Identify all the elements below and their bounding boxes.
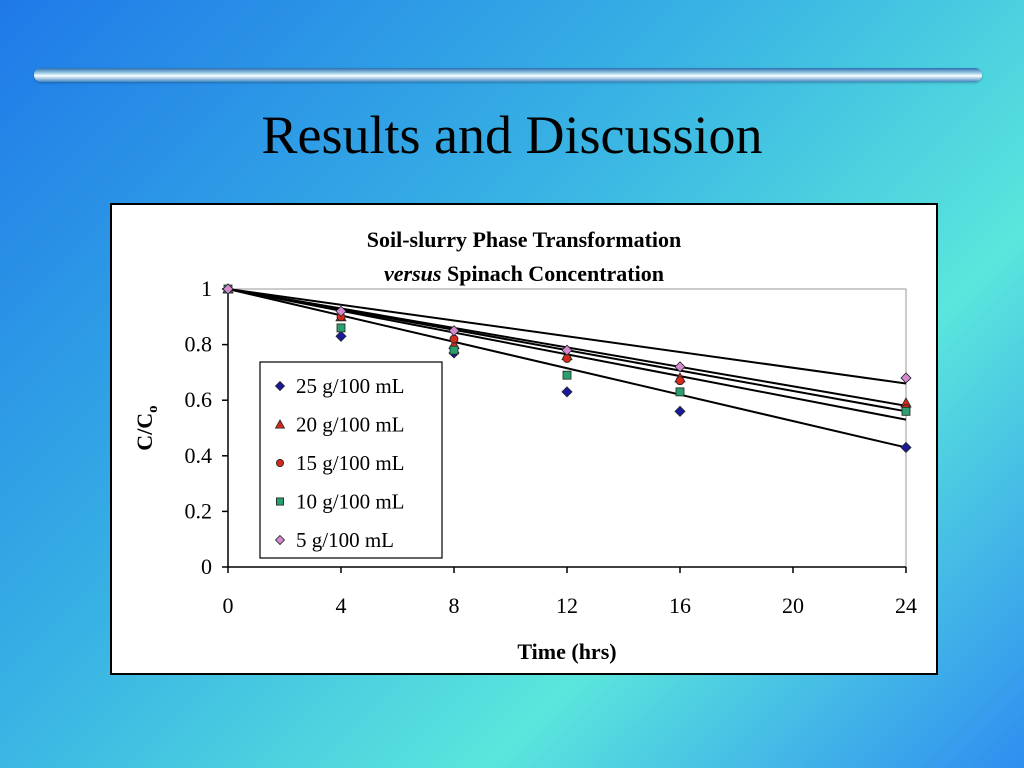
data-point xyxy=(675,376,685,386)
y-tick-label: 0.4 xyxy=(185,443,213,468)
legend-marker xyxy=(274,380,286,392)
data-point xyxy=(675,387,685,397)
legend-box xyxy=(259,361,443,559)
data-point xyxy=(335,330,347,342)
y-tick-label: 1 xyxy=(201,276,212,301)
data-point xyxy=(561,386,573,398)
data-point xyxy=(448,325,460,337)
x-axis-label: Time (hrs) xyxy=(517,639,616,664)
data-point xyxy=(674,405,686,417)
legend-marker xyxy=(274,534,286,546)
x-tick-label: 24 xyxy=(895,593,917,618)
title-rule-bar xyxy=(34,68,982,82)
data-point xyxy=(222,283,234,295)
chart-title-italic: versus xyxy=(384,261,442,286)
legend-label: 25 g/100 mL xyxy=(296,374,405,398)
data-point xyxy=(561,344,573,356)
legend-label: 20 g/100 mL xyxy=(296,413,405,437)
y-tick-label: 0.8 xyxy=(185,332,213,357)
legend-label: 5 g/100 mL xyxy=(296,528,394,552)
x-tick-label: 20 xyxy=(782,593,804,618)
data-point xyxy=(901,406,911,416)
data-point xyxy=(335,305,347,317)
data-point xyxy=(562,370,572,380)
scatter-plot: 0 0.2 0.4 0.6 0.8 1 0 4 8 12 16 20 24 Time (hrs) C/Co 2… xyxy=(132,276,917,664)
y-tick-label: 0 xyxy=(201,554,212,579)
data-point xyxy=(900,372,912,384)
x-tick-label: 12 xyxy=(556,593,578,618)
x-tick-label: 8 xyxy=(449,593,460,618)
chart-panel: Soil-slurry Phase Transformation versus … xyxy=(110,203,938,675)
data-point xyxy=(900,441,912,454)
y-tick-label: 0.6 xyxy=(185,387,213,412)
data-point xyxy=(674,361,686,373)
legend-label: 15 g/100 mL xyxy=(296,451,405,475)
chart-title-rest: Spinach Concentration xyxy=(446,261,664,286)
chart-title-line1: Soil-slurry Phase Transformation xyxy=(366,227,682,252)
slide-title: Results and Discussion xyxy=(261,105,763,165)
y-tick-label: 0.2 xyxy=(185,498,213,523)
x-tick-label: 0 xyxy=(223,593,234,618)
x-tick-label: 4 xyxy=(336,593,347,618)
legend-label: 10 g/100 mL xyxy=(296,490,405,514)
data-point xyxy=(336,323,346,333)
legend-marker xyxy=(275,497,284,506)
chart-title-line2: versus Spinach Concentration xyxy=(112,261,936,287)
x-tick-label: 16 xyxy=(669,593,691,618)
legend-marker xyxy=(274,419,286,429)
y-axis-label: C/Co xyxy=(132,405,161,450)
data-point xyxy=(449,345,459,355)
legend-marker xyxy=(275,458,284,467)
trend-line xyxy=(227,288,907,385)
